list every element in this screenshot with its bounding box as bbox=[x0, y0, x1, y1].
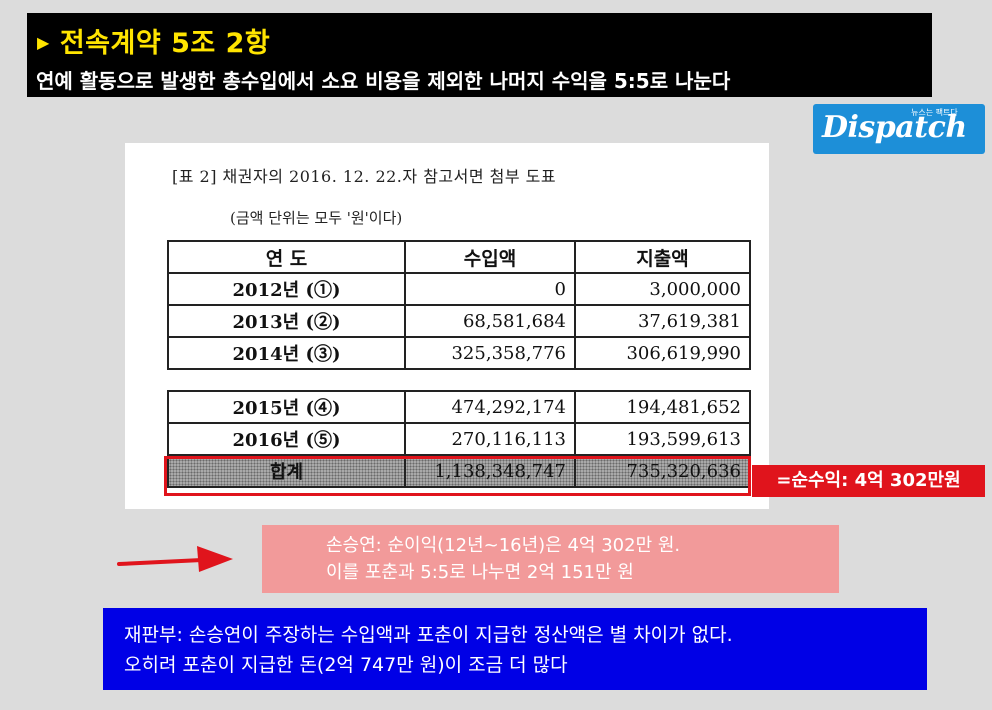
header-expense: 지출액 bbox=[574, 240, 751, 274]
table-row: 2012년 (①) 0 3,000,000 bbox=[167, 272, 751, 306]
row-expense: 3,000,000 bbox=[574, 272, 751, 306]
red-arrow-icon bbox=[117, 546, 233, 572]
row-year: 2016년 (⑤) bbox=[167, 422, 406, 456]
table-header-row: 연 도 수입액 지출액 bbox=[167, 240, 751, 274]
dispatch-logo: Dispatch 뉴스는 팩트다 bbox=[813, 104, 985, 154]
table-row: 2013년 (②) 68,581,684 37,619,381 bbox=[167, 304, 751, 338]
revenue-table-top: 연 도 수입액 지출액 2012년 (①) 0 3,000,000 2013년 … bbox=[167, 240, 751, 370]
header-year: 연 도 bbox=[167, 240, 406, 274]
banner-title: ▶ 전속계약 5조 2항 bbox=[37, 21, 270, 60]
row-income: 474,292,174 bbox=[404, 390, 576, 424]
row-income: 68,581,684 bbox=[404, 304, 576, 338]
row-expense: 306,619,990 bbox=[574, 336, 751, 370]
table-row: 2015년 (④) 474,292,174 194,481,652 bbox=[167, 390, 751, 424]
total-label: 합계 bbox=[167, 454, 406, 488]
court-box: 재판부: 손승연이 주장하는 수입액과 포춘이 지급한 정산액은 별 차이가 없… bbox=[103, 608, 927, 690]
header-banner: ▶ 전속계약 5조 2항 연예 활동으로 발생한 총수입에서 소요 비용을 제외한… bbox=[27, 13, 932, 97]
row-year: 2012년 (①) bbox=[167, 272, 406, 306]
total-highlight-box bbox=[164, 456, 751, 496]
row-income: 0 bbox=[404, 272, 576, 306]
banner-title-text: 전속계약 5조 2항 bbox=[59, 28, 271, 59]
row-year: 2014년 (③) bbox=[167, 336, 406, 370]
table-row: 2014년 (③) 325,358,776 306,619,990 bbox=[167, 336, 751, 370]
table-row: 2016년 (⑤) 270,116,113 193,599,613 bbox=[167, 422, 751, 456]
claim-line-2: 이를 포춘과 5:5로 나누면 2억 151만 원 bbox=[326, 562, 634, 583]
total-expense: 735,320,636 bbox=[574, 454, 751, 488]
row-income: 270,116,113 bbox=[404, 422, 576, 456]
banner-subtitle: 연예 활동으로 발생한 총수입에서 소요 비용을 제외한 나머지 수익을 5:5… bbox=[36, 69, 731, 93]
row-expense: 194,481,652 bbox=[574, 390, 751, 424]
document-unit-note: (금액 단위는 모두 '원'이다) bbox=[230, 209, 403, 227]
claim-line-1: 손승연: 순이익(12년~16년)은 4억 302만 원. bbox=[326, 535, 681, 556]
row-year: 2015년 (④) bbox=[167, 390, 406, 424]
document-title: [표 2] 채권자의 2016. 12. 22.자 참고서면 첨부 도표 bbox=[172, 167, 557, 186]
row-expense: 193,599,613 bbox=[574, 422, 751, 456]
row-expense: 37,619,381 bbox=[574, 304, 751, 338]
claim-box: 손승연: 순이익(12년~16년)은 4억 302만 원. 이를 포춘과 5:5… bbox=[262, 525, 839, 593]
net-profit-label: =순수익: 4억 302만원 bbox=[752, 465, 985, 497]
court-line-1: 재판부: 손승연이 주장하는 수입액과 포춘이 지급한 정산액은 별 차이가 없… bbox=[124, 624, 733, 646]
header-income: 수입액 bbox=[404, 240, 576, 274]
triangle-bullet-icon: ▶ bbox=[37, 33, 50, 52]
court-line-2: 오히려 포춘이 지급한 돈(2억 747만 원)이 조금 더 많다 bbox=[124, 654, 568, 676]
row-income: 325,358,776 bbox=[404, 336, 576, 370]
logo-word: Dispatch bbox=[822, 110, 967, 145]
row-year: 2013년 (②) bbox=[167, 304, 406, 338]
logo-tagline: 뉴스는 팩트다 bbox=[911, 108, 958, 117]
